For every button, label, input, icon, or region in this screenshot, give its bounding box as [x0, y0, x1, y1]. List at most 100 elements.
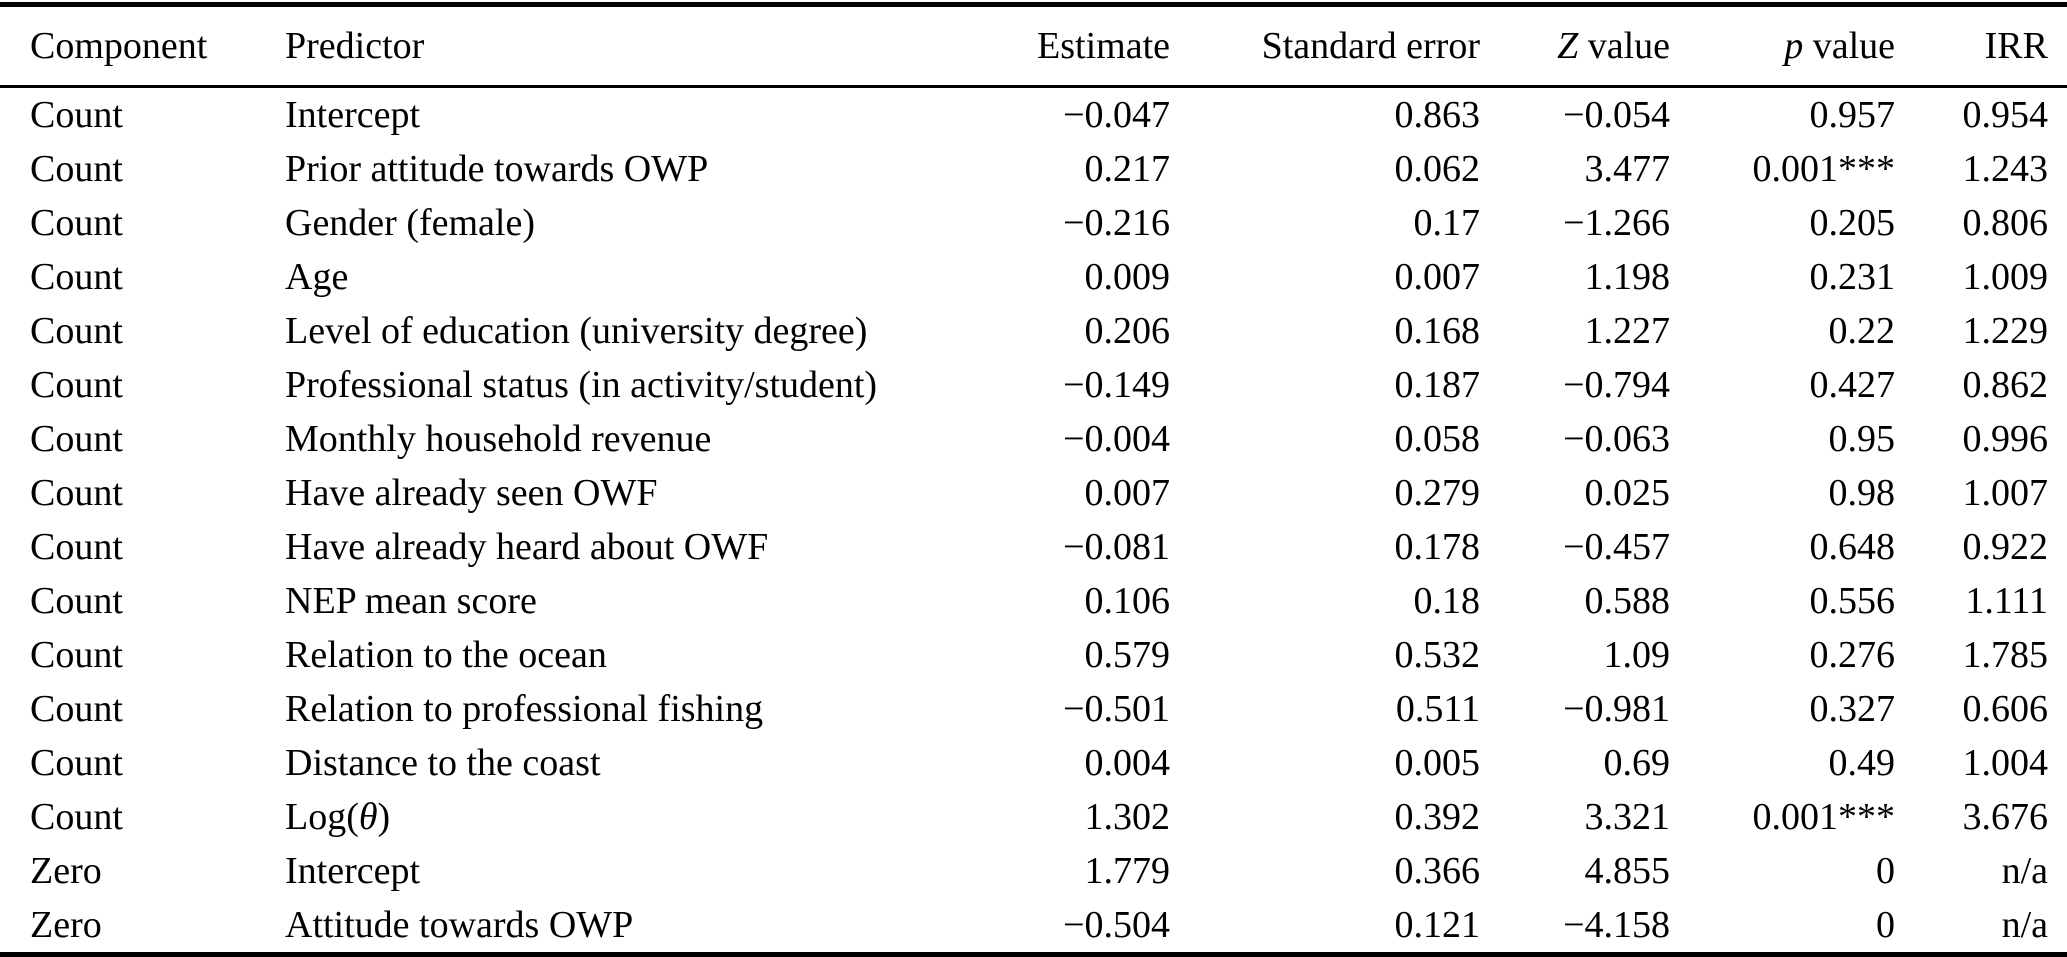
- cell-predictor: Log(θ): [285, 796, 391, 838]
- cell-estimate: −0.081: [1063, 526, 1170, 568]
- cell-standard-error: 0.168: [1394, 310, 1481, 352]
- column-header-label: Predictor: [285, 25, 425, 67]
- table-row: Count Prior attitude towards OWP 0.217 0.06…: [0, 142, 2067, 196]
- table-row: Count Professional status (in activity/st…: [0, 358, 2067, 412]
- cell-p-value: 0.276: [1809, 634, 1896, 676]
- column-header-label: IRR: [1984, 25, 2048, 67]
- cell-component: Count: [30, 580, 123, 622]
- cell-estimate: −0.004: [1063, 418, 1170, 460]
- table-row: Count Have already seen OWF 0.007 0.279 0.02…: [0, 466, 2067, 520]
- cell-estimate: 1.779: [1084, 850, 1171, 892]
- cell-predictor: Have already seen OWF: [285, 472, 658, 514]
- cell-component: Zero: [30, 850, 102, 892]
- cell-component: Count: [30, 634, 123, 676]
- cell-z-value: 1.227: [1584, 310, 1671, 352]
- cell-irr: n/a: [2001, 850, 2048, 892]
- cell-z-value: −0.794: [1563, 364, 1670, 406]
- cell-predictor: Intercept: [285, 850, 421, 892]
- cell-p-value: 0.95: [1828, 418, 1896, 460]
- column-header-label: Standard error: [1261, 25, 1480, 67]
- table-row: Count Have already heard about OWF −0.081 0…: [0, 520, 2067, 574]
- cell-estimate: 0.009: [1084, 256, 1171, 298]
- cell-z-value: −0.457: [1563, 526, 1670, 568]
- table-row: Zero Attitude towards OWP −0.504 0.121 −4.15…: [0, 898, 2067, 955]
- cell-standard-error: 0.062: [1394, 148, 1481, 190]
- cell-estimate: −0.501: [1063, 688, 1170, 730]
- column-header-label: value: [1578, 25, 1670, 67]
- cell-component: Count: [30, 796, 123, 838]
- cell-estimate: 0.106: [1084, 580, 1171, 622]
- table-body: Count Intercept −0.047 0.863 −0.054 0.957 0.95…: [0, 87, 2067, 956]
- cell-predictor: NEP mean score: [285, 580, 537, 622]
- cell-z-value: −0.054: [1563, 94, 1670, 136]
- cell-z-value: 3.321: [1584, 796, 1671, 838]
- cell-irr: n/a: [2001, 904, 2048, 946]
- table-row: Zero Intercept 1.779 0.366 4.855 0 n/a: [0, 844, 2067, 898]
- cell-predictor: Level of education (university degree): [285, 310, 868, 352]
- cell-irr: 1.007: [1962, 472, 2049, 514]
- cell-predictor: Professional status (in activity/student…: [285, 364, 878, 406]
- cell-irr: 0.996: [1962, 418, 2049, 460]
- column-header-standard-error: Standard error: [1170, 4, 1480, 88]
- cell-standard-error: 0.178: [1394, 526, 1481, 568]
- cell-standard-error: 0.863: [1394, 94, 1481, 136]
- cell-z-value: 4.855: [1584, 850, 1671, 892]
- cell-p-value: 0.98: [1828, 472, 1896, 514]
- cell-predictor: Distance to the coast: [285, 742, 601, 784]
- cell-predictor: Attitude towards OWP: [285, 904, 634, 946]
- cell-estimate: −0.149: [1063, 364, 1170, 406]
- cell-p-value: 0.001***: [1752, 796, 1896, 838]
- cell-z-value: −4.158: [1563, 904, 1670, 946]
- cell-p-value: 0.327: [1809, 688, 1896, 730]
- cell-p-value: 0.001***: [1752, 148, 1896, 190]
- cell-standard-error: 0.279: [1394, 472, 1481, 514]
- cell-component: Count: [30, 688, 123, 730]
- cell-component: Count: [30, 418, 123, 460]
- cell-irr: 0.954: [1962, 94, 2049, 136]
- cell-irr: 0.606: [1962, 688, 2049, 730]
- cell-irr: 1.785: [1962, 634, 2049, 676]
- cell-estimate: −0.047: [1063, 94, 1170, 136]
- cell-z-value: 0.025: [1584, 472, 1671, 514]
- cell-estimate: −0.504: [1063, 904, 1170, 946]
- cell-standard-error: 0.18: [1413, 580, 1481, 622]
- cell-component: Count: [30, 526, 123, 568]
- column-header-p-value: p value: [1670, 4, 1895, 88]
- cell-p-value: 0.427: [1809, 364, 1896, 406]
- table-row: Count NEP mean score 0.106 0.18 0.588 0.556 1.…: [0, 574, 2067, 628]
- cell-predictor: Age: [285, 256, 349, 298]
- cell-p-value: 0.231: [1809, 256, 1896, 298]
- cell-component: Count: [30, 202, 123, 244]
- table-row: Count Monthly household revenue −0.004 0.05…: [0, 412, 2067, 466]
- cell-standard-error: 0.121: [1394, 904, 1481, 946]
- column-header-predictor: Predictor: [255, 4, 1005, 88]
- cell-irr: 1.009: [1962, 256, 2049, 298]
- cell-estimate: 0.206: [1084, 310, 1171, 352]
- column-header-z-value: Z value: [1480, 4, 1670, 88]
- column-header-irr: IRR: [1895, 4, 2067, 88]
- table-header: Component Predictor Estimate Standard er…: [0, 4, 2067, 88]
- cell-standard-error: 0.005: [1394, 742, 1481, 784]
- column-header-label: value: [1803, 25, 1895, 67]
- table-row: Count Log(θ) 1.302 0.392 3.321 0.001*** 3.676: [0, 790, 2067, 844]
- cell-predictor: Gender (female): [285, 202, 536, 244]
- header-row: Component Predictor Estimate Standard er…: [0, 4, 2067, 88]
- cell-component: Count: [30, 310, 123, 352]
- table-row: Count Level of education (university degr…: [0, 304, 2067, 358]
- cell-component: Count: [30, 94, 123, 136]
- cell-standard-error: 0.532: [1394, 634, 1481, 676]
- table-row: Count Relation to professional fishing −0.…: [0, 682, 2067, 736]
- cell-z-value: −0.063: [1563, 418, 1670, 460]
- cell-z-value: −1.266: [1563, 202, 1670, 244]
- cell-irr: 0.922: [1962, 526, 2049, 568]
- table-row: Count Intercept −0.047 0.863 −0.054 0.957 0.95…: [0, 87, 2067, 143]
- cell-irr: 1.243: [1962, 148, 2049, 190]
- cell-predictor: Intercept: [285, 94, 421, 136]
- cell-component: Count: [30, 148, 123, 190]
- cell-p-value: 0.957: [1809, 94, 1896, 136]
- cell-predictor: Relation to the ocean: [285, 634, 607, 676]
- cell-predictor: Relation to professional fishing: [285, 688, 764, 730]
- cell-standard-error: 0.366: [1394, 850, 1481, 892]
- cell-estimate: 0.579: [1084, 634, 1171, 676]
